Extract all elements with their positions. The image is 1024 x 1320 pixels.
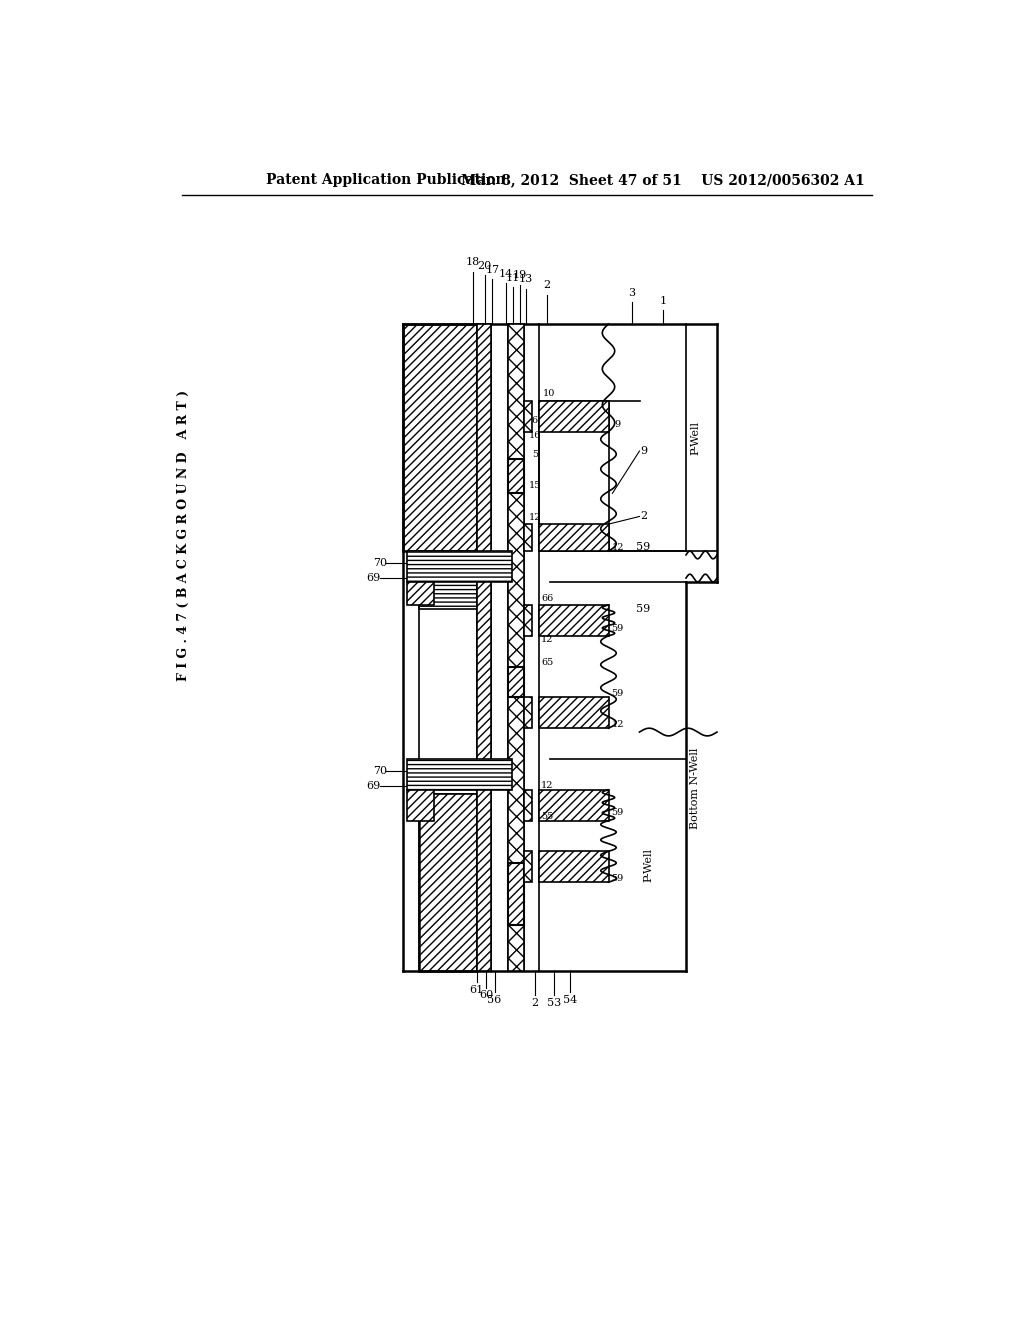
Text: 12: 12 bbox=[611, 719, 624, 729]
Text: F I G . 4 7 ( B A C K G R O U N D   A R T ): F I G . 4 7 ( B A C K G R O U N D A R T … bbox=[177, 391, 190, 681]
Text: 53: 53 bbox=[547, 998, 561, 1008]
Text: 65: 65 bbox=[541, 659, 553, 667]
Bar bbox=[407, 582, 434, 605]
Text: 69: 69 bbox=[367, 781, 381, 791]
Text: 6: 6 bbox=[531, 416, 538, 425]
Text: 1: 1 bbox=[659, 296, 667, 306]
Text: 16: 16 bbox=[528, 432, 541, 440]
Bar bbox=[524, 789, 531, 821]
Text: Mar. 8, 2012  Sheet 47 of 51    US 2012/0056302 A1: Mar. 8, 2012 Sheet 47 of 51 US 2012/0056… bbox=[461, 173, 865, 187]
Text: Bottom N-Well: Bottom N-Well bbox=[690, 747, 700, 829]
Text: 9: 9 bbox=[614, 420, 621, 429]
Text: 11: 11 bbox=[506, 273, 520, 282]
Text: 55: 55 bbox=[541, 812, 553, 821]
Text: 70: 70 bbox=[373, 766, 387, 776]
Bar bbox=[419, 789, 477, 970]
Text: Patent Application Publication: Patent Application Publication bbox=[266, 173, 506, 187]
Bar bbox=[524, 401, 531, 432]
Text: 59: 59 bbox=[611, 623, 624, 632]
Text: 20: 20 bbox=[477, 261, 492, 271]
Bar bbox=[524, 524, 531, 552]
Bar bbox=[539, 851, 608, 882]
Text: 10: 10 bbox=[543, 389, 555, 397]
Text: 2: 2 bbox=[531, 998, 539, 1008]
Bar bbox=[508, 667, 524, 697]
Text: 12: 12 bbox=[541, 635, 554, 644]
Text: 12: 12 bbox=[528, 513, 541, 523]
Bar bbox=[403, 323, 477, 552]
Bar bbox=[508, 323, 524, 970]
Text: 70: 70 bbox=[373, 557, 387, 568]
Text: 17: 17 bbox=[485, 265, 500, 275]
Text: 18: 18 bbox=[466, 257, 480, 268]
Text: 54: 54 bbox=[562, 995, 577, 1005]
Text: 66: 66 bbox=[541, 594, 553, 603]
Text: 12: 12 bbox=[541, 781, 554, 791]
Text: P-Well: P-Well bbox=[690, 421, 700, 454]
Text: 59: 59 bbox=[611, 874, 624, 883]
Bar bbox=[539, 401, 608, 552]
Bar bbox=[419, 763, 477, 793]
Bar bbox=[477, 323, 490, 970]
Text: 61: 61 bbox=[470, 985, 484, 995]
Text: 2: 2 bbox=[543, 280, 550, 290]
Bar bbox=[539, 605, 608, 636]
Bar bbox=[539, 697, 608, 729]
Bar bbox=[419, 552, 477, 605]
Text: 5: 5 bbox=[531, 450, 538, 459]
Text: 12: 12 bbox=[611, 543, 624, 552]
Bar bbox=[407, 759, 512, 789]
Text: 9: 9 bbox=[640, 446, 647, 455]
Bar bbox=[508, 459, 524, 494]
Bar bbox=[524, 697, 531, 729]
Text: 14: 14 bbox=[499, 269, 513, 279]
Bar bbox=[407, 789, 434, 821]
Bar bbox=[508, 863, 524, 924]
Text: 13: 13 bbox=[518, 275, 532, 284]
Bar bbox=[524, 851, 531, 882]
Bar bbox=[539, 401, 608, 432]
Text: 59: 59 bbox=[611, 689, 624, 698]
Text: 2: 2 bbox=[640, 511, 647, 521]
Text: 15: 15 bbox=[528, 482, 541, 490]
Text: 56: 56 bbox=[487, 995, 502, 1005]
Bar bbox=[524, 605, 531, 636]
Text: P-Well: P-Well bbox=[644, 847, 653, 882]
Bar bbox=[539, 524, 608, 552]
Text: 60: 60 bbox=[479, 990, 494, 1001]
Bar bbox=[407, 552, 512, 582]
Bar bbox=[539, 789, 608, 821]
Text: 3: 3 bbox=[628, 288, 635, 298]
Text: 69: 69 bbox=[367, 573, 381, 583]
Text: 59: 59 bbox=[636, 603, 650, 614]
Bar bbox=[419, 578, 477, 609]
Text: 59: 59 bbox=[636, 543, 650, 552]
Text: 19: 19 bbox=[513, 271, 527, 280]
Text: 59: 59 bbox=[611, 808, 624, 817]
